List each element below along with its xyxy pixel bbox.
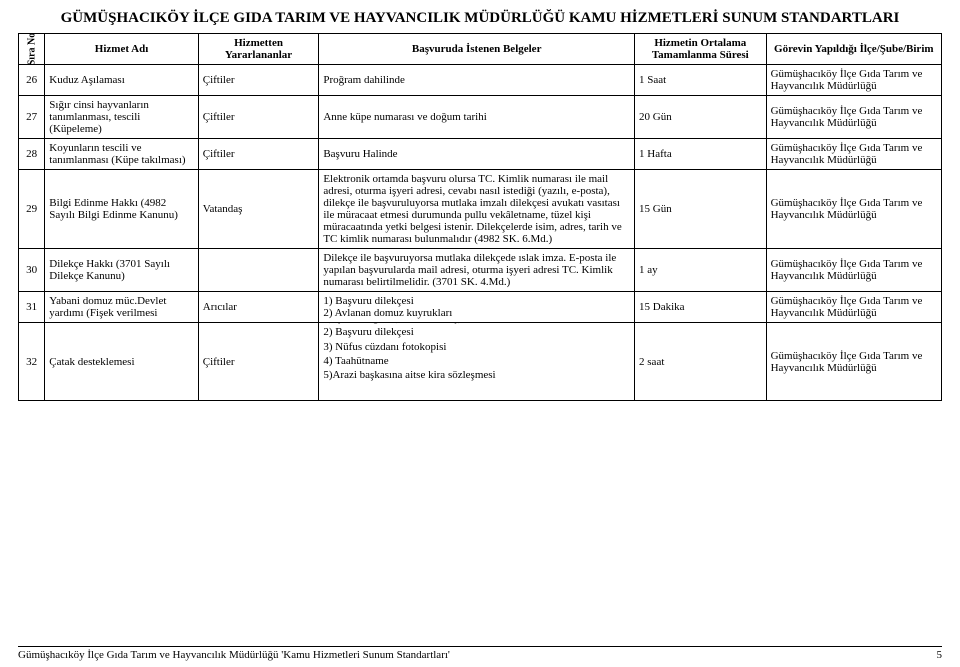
cell-no: 29: [19, 170, 45, 249]
cell-sur: 1 Hafta: [635, 139, 767, 170]
table-row: 26 Kuduz Aşılaması Çiftiler Proğram dahi…: [19, 65, 942, 96]
cell-bir: Gümüşhacıköy İlçe Gıda Tarım ve Hayvancı…: [766, 323, 941, 401]
cell-bel: Dilekçe ile başvuruyorsa mutlaka dilekçe…: [319, 249, 635, 292]
col-header-bel: Başvuruda İstenen Belgeler: [319, 34, 635, 65]
cell-adi: Dilekçe Hakkı (3701 Sayılı Dilekçe Kanun…: [45, 249, 198, 292]
cell-adi: Koyunların tescili ve tanımlanması (Küpe…: [45, 139, 198, 170]
cell-bel: 1) ÇKS belgesi (Güncellenmiş) 2) Başvuru…: [319, 323, 635, 401]
cell-no: 31: [19, 292, 45, 323]
cell-no: 32: [19, 323, 45, 401]
cell-yar: Çiftiler: [198, 96, 319, 139]
cell-bir: Gümüşhacıköy İlçe Gıda Tarım ve Hayvancı…: [766, 170, 941, 249]
cell-no: 28: [19, 139, 45, 170]
cell-no: 26: [19, 65, 45, 96]
table-row: 30 Dilekçe Hakkı (3701 Sayılı Dilekçe Ka…: [19, 249, 942, 292]
cell-sur: 15 Gün: [635, 170, 767, 249]
cell-bel: Elektronik ortamda başvuru olursa TC. Ki…: [319, 170, 635, 249]
cell-bel: Anne küpe numarası ve doğum tarihi: [319, 96, 635, 139]
cell-bir: Gümüşhacıköy İlçe Gıda Tarım ve Hayvancı…: [766, 249, 941, 292]
cell-yar: Vatandaş: [198, 170, 319, 249]
cell-yar: Çiftiler: [198, 323, 319, 401]
col-header-bir: Görevin Yapıldığı İlçe/Şube/Birim: [766, 34, 941, 65]
cell-sur: 1 Saat: [635, 65, 767, 96]
cell-adi: Sığır cinsi hayvanların tanımlanması, te…: [45, 96, 198, 139]
cell-sur: 15 Dakika: [635, 292, 767, 323]
cell-no: 27: [19, 96, 45, 139]
cell-bel: Başvuru Halinde: [319, 139, 635, 170]
footer-text: Gümüşhacıköy İlçe Gıda Tarım ve Hayvancı…: [18, 649, 450, 661]
cell-sur: 2 saat: [635, 323, 767, 401]
table-header: Sıra No Hizmet Adı Hizmetten Yararlananl…: [19, 34, 942, 65]
page-footer: Gümüşhacıköy İlçe Gıda Tarım ve Hayvancı…: [18, 646, 942, 661]
table-row: 29 Bilgi Edinme Hakkı (4982 Sayılı Bilgi…: [19, 170, 942, 249]
col-header-yar: Hizmetten Yararlananlar: [198, 34, 319, 65]
cell-bel: 1) Başvuru dilekçesi 2) Avlanan domuz ku…: [319, 292, 635, 323]
cell-yar: Çiftiler: [198, 139, 319, 170]
col-header-adi: Hizmet Adı: [45, 34, 198, 65]
cell-adi: Bilgi Edinme Hakkı (4982 Sayılı Bilgi Ed…: [45, 170, 198, 249]
table-row: 27 Sığır cinsi hayvanların tanımlanması,…: [19, 96, 942, 139]
cell-adi: Kuduz Aşılaması: [45, 65, 198, 96]
col-header-sur: Hizmetin Ortalama Tamamlanma Süresi: [635, 34, 767, 65]
table-row: 28 Koyunların tescili ve tanımlanması (K…: [19, 139, 942, 170]
cell-yar: Arıcılar: [198, 292, 319, 323]
cell-bir: Gümüşhacıköy İlçe Gıda Tarım ve Hayvancı…: [766, 65, 941, 96]
col-header-no: Sıra No: [19, 34, 45, 65]
cell-bir: Gümüşhacıköy İlçe Gıda Tarım ve Hayvancı…: [766, 139, 941, 170]
services-table: Sıra No Hizmet Adı Hizmetten Yararlananl…: [18, 33, 942, 401]
cell-adi: Yabani domuz müc.Devlet yardımı (Fişek v…: [45, 292, 198, 323]
table-row: 31 Yabani domuz müc.Devlet yardımı (Fişe…: [19, 292, 942, 323]
cell-adi: Çatak desteklemesi: [45, 323, 198, 401]
cell-yar: [198, 249, 319, 292]
cell-bel: Proğram dahilinde: [319, 65, 635, 96]
col-header-no-label: Sıra No: [26, 33, 37, 66]
cell-bel-text: 1) ÇKS belgesi (Güncellenmiş) 2) Başvuru…: [323, 323, 630, 383]
page: GÜMÜŞHACIKÖY İLÇE GIDA TARIM VE HAYVANCI…: [0, 0, 960, 667]
cell-sur: 20 Gün: [635, 96, 767, 139]
page-number: 5: [937, 649, 943, 661]
table-body: 26 Kuduz Aşılaması Çiftiler Proğram dahi…: [19, 65, 942, 401]
table-row: 32 Çatak desteklemesi Çiftiler 1) ÇKS be…: [19, 323, 942, 401]
cell-sur: 1 ay: [635, 249, 767, 292]
cell-no: 30: [19, 249, 45, 292]
cell-bir: Gümüşhacıköy İlçe Gıda Tarım ve Hayvancı…: [766, 96, 941, 139]
page-title: GÜMÜŞHACIKÖY İLÇE GIDA TARIM VE HAYVANCI…: [18, 10, 942, 27]
cell-yar: Çiftiler: [198, 65, 319, 96]
cell-bir: Gümüşhacıköy İlçe Gıda Tarım ve Hayvancı…: [766, 292, 941, 323]
